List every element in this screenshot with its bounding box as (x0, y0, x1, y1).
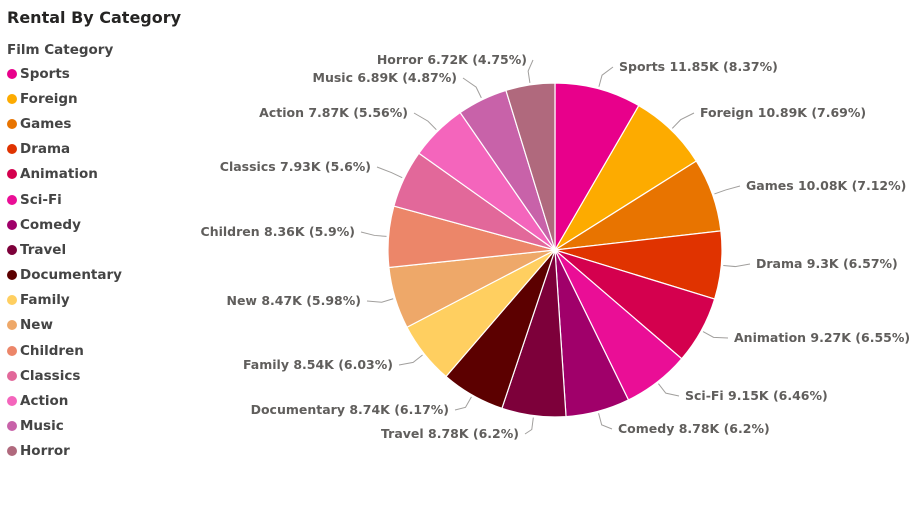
data-label: Animation 9.27K (6.55%) (734, 330, 910, 345)
legend-marker (7, 68, 17, 79)
pie-slice-horror[interactable] (505, 82, 556, 251)
legend-label: Sci-Fi (20, 191, 62, 208)
legend-label: Children (20, 342, 84, 359)
legend-marker (7, 118, 17, 129)
legend-item-music[interactable]: Music (7, 416, 122, 441)
pie-slice-sports[interactable] (554, 82, 640, 253)
leader-line (360, 231, 387, 237)
leader-line (524, 417, 534, 435)
legend-label: Sports (20, 65, 70, 82)
data-label: Sci-Fi 9.15K (6.46%) (685, 388, 828, 403)
leader-line (714, 185, 741, 195)
legend-item-action[interactable]: Action (7, 390, 122, 415)
data-label: Action 7.87K (5.56%) (259, 105, 408, 120)
legend-label: Classics (20, 367, 81, 384)
legend-label: Action (20, 393, 69, 410)
data-label: Classics 7.93K (5.6%) (220, 159, 371, 174)
legend-item-horror[interactable]: Horror (7, 441, 122, 466)
legend-label: Comedy (20, 216, 81, 233)
leader-line (598, 413, 613, 430)
leader-line (376, 166, 403, 179)
legend-label: New (20, 317, 53, 334)
legend-item-family[interactable]: Family (7, 290, 122, 315)
legend-marker (7, 219, 17, 230)
legend-item-comedy[interactable]: Comedy (7, 214, 122, 239)
leader-line (671, 112, 695, 129)
leader-line (413, 112, 437, 131)
legend-title: Film Category (7, 42, 114, 58)
legend-item-sci-fi[interactable]: Sci-Fi (7, 189, 122, 214)
data-label: Horror 6.72K (4.75%) (377, 52, 527, 67)
data-label: Music 6.89K (4.87%) (313, 70, 458, 85)
data-label: Drama 9.3K (6.57%) (756, 256, 898, 271)
legend-item-documentary[interactable]: Documentary (7, 265, 122, 290)
legend-marker (7, 144, 17, 155)
legend-item-sports[interactable]: Sports (7, 63, 122, 88)
legend-marker (7, 345, 17, 356)
data-label: Foreign 10.89K (7.69%) (700, 105, 866, 120)
data-label: Games 10.08K (7.12%) (746, 178, 906, 193)
legend-item-classics[interactable]: Classics (7, 365, 122, 390)
leader-line (658, 383, 680, 397)
legend: Film Category Sports Foreign Games Drama Ani… (7, 41, 122, 466)
legend-marker (7, 270, 17, 281)
leader-line (702, 331, 729, 339)
legend-marker (7, 446, 17, 457)
legend-item-children[interactable]: Children (7, 340, 122, 365)
legend-marker (7, 194, 17, 205)
legend-label: Horror (20, 443, 70, 460)
legend-marker (7, 396, 17, 407)
leader-line (454, 396, 472, 411)
data-label: Travel 8.78K (6.2%) (381, 426, 519, 441)
leader-line (398, 354, 423, 366)
legend-marker (7, 244, 17, 255)
data-label: New 8.47K (5.98%) (226, 293, 361, 308)
legend-marker (7, 320, 17, 331)
legend-label: Documentary (20, 267, 122, 284)
legend-marker (7, 93, 17, 104)
data-label: Comedy 8.78K (6.2%) (618, 421, 770, 436)
legend-label: Music (20, 418, 64, 435)
legend-item-animation[interactable]: Animation (7, 164, 122, 189)
legend-marker (7, 169, 17, 180)
leader-line (462, 77, 482, 99)
legend-label: Foreign (20, 90, 78, 107)
legend-label: Animation (20, 166, 98, 183)
data-label: Family 8.54K (6.03%) (243, 357, 393, 372)
legend-marker (7, 295, 17, 306)
legend-marker (7, 370, 17, 381)
legend-item-foreign[interactable]: Foreign (7, 88, 122, 113)
leader-line (527, 59, 534, 83)
legend-label: Drama (20, 141, 71, 158)
legend-label: Family (20, 292, 70, 309)
legend-item-games[interactable]: Games (7, 113, 122, 138)
legend-label: Games (20, 115, 72, 132)
legend-label: Travel (20, 241, 67, 258)
leader-line (366, 298, 394, 303)
legend-item-new[interactable]: New (7, 315, 122, 340)
leader-line (598, 66, 614, 87)
legend-marker (7, 421, 17, 432)
data-label: Children 8.36K (5.9%) (201, 224, 355, 239)
data-label: Documentary 8.74K (6.17%) (251, 402, 449, 417)
legend-item-drama[interactable]: Drama (7, 139, 122, 164)
leader-line (723, 263, 751, 268)
legend-item-travel[interactable]: Travel (7, 239, 122, 264)
data-label: Sports 11.85K (8.37%) (619, 59, 778, 74)
chart-title: Rental By Category (7, 8, 182, 27)
